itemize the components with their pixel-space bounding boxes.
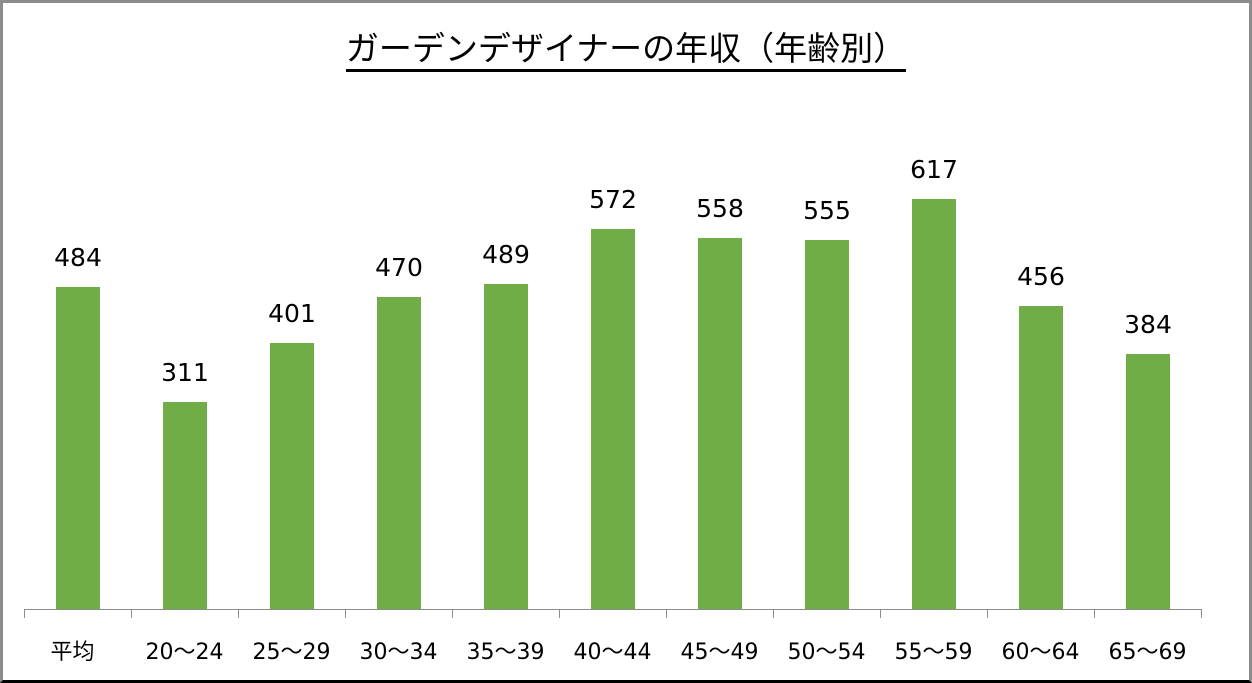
data-label: 384 bbox=[1124, 310, 1172, 339]
data-label: 311 bbox=[161, 358, 209, 387]
bar bbox=[270, 343, 314, 609]
data-label: 572 bbox=[589, 185, 637, 214]
data-label: 484 bbox=[54, 243, 102, 272]
x-axis-tick bbox=[24, 609, 25, 618]
category-label: 25〜29 bbox=[252, 640, 331, 665]
category-label: 55〜59 bbox=[894, 640, 973, 665]
x-axis-tick bbox=[345, 609, 346, 618]
category-label: 20〜24 bbox=[145, 640, 224, 665]
bar bbox=[377, 297, 421, 609]
chart-title: ガーデンデザイナーの年収（年齢別） bbox=[0, 22, 1252, 72]
data-label: 555 bbox=[803, 196, 851, 225]
category-label: 65〜69 bbox=[1108, 640, 1187, 665]
category-label: 平均 bbox=[50, 640, 95, 665]
data-label: 617 bbox=[910, 155, 958, 184]
category-label: 60〜64 bbox=[1001, 640, 1080, 665]
category-label: 35〜39 bbox=[466, 640, 545, 665]
x-axis-line bbox=[24, 609, 1201, 610]
bar bbox=[56, 287, 100, 609]
bar bbox=[1126, 354, 1170, 609]
data-label: 470 bbox=[375, 253, 423, 282]
x-axis-tick bbox=[666, 609, 667, 618]
chart-title-text: ガーデンデザイナーの年収（年齢別） bbox=[345, 29, 907, 72]
data-label: 558 bbox=[696, 194, 744, 223]
category-label: 40〜44 bbox=[573, 640, 652, 665]
x-axis-tick bbox=[773, 609, 774, 618]
x-axis-tick bbox=[131, 609, 132, 618]
bar bbox=[912, 199, 956, 609]
category-label: 50〜54 bbox=[787, 640, 866, 665]
data-label: 456 bbox=[1017, 262, 1065, 291]
x-axis-tick bbox=[880, 609, 881, 618]
x-axis-tick bbox=[987, 609, 988, 618]
x-axis-tick bbox=[238, 609, 239, 618]
x-axis-tick bbox=[1094, 609, 1095, 618]
bar bbox=[1019, 306, 1063, 609]
data-label: 489 bbox=[482, 240, 530, 269]
bar bbox=[698, 238, 742, 609]
bar bbox=[591, 229, 635, 609]
data-label: 401 bbox=[268, 299, 316, 328]
bar bbox=[484, 284, 528, 609]
x-axis-tick bbox=[559, 609, 560, 618]
bar bbox=[805, 240, 849, 609]
category-label: 30〜34 bbox=[359, 640, 438, 665]
x-axis-tick bbox=[1201, 609, 1202, 618]
bar bbox=[163, 402, 207, 609]
category-label: 45〜49 bbox=[680, 640, 759, 665]
x-axis-tick bbox=[452, 609, 453, 618]
